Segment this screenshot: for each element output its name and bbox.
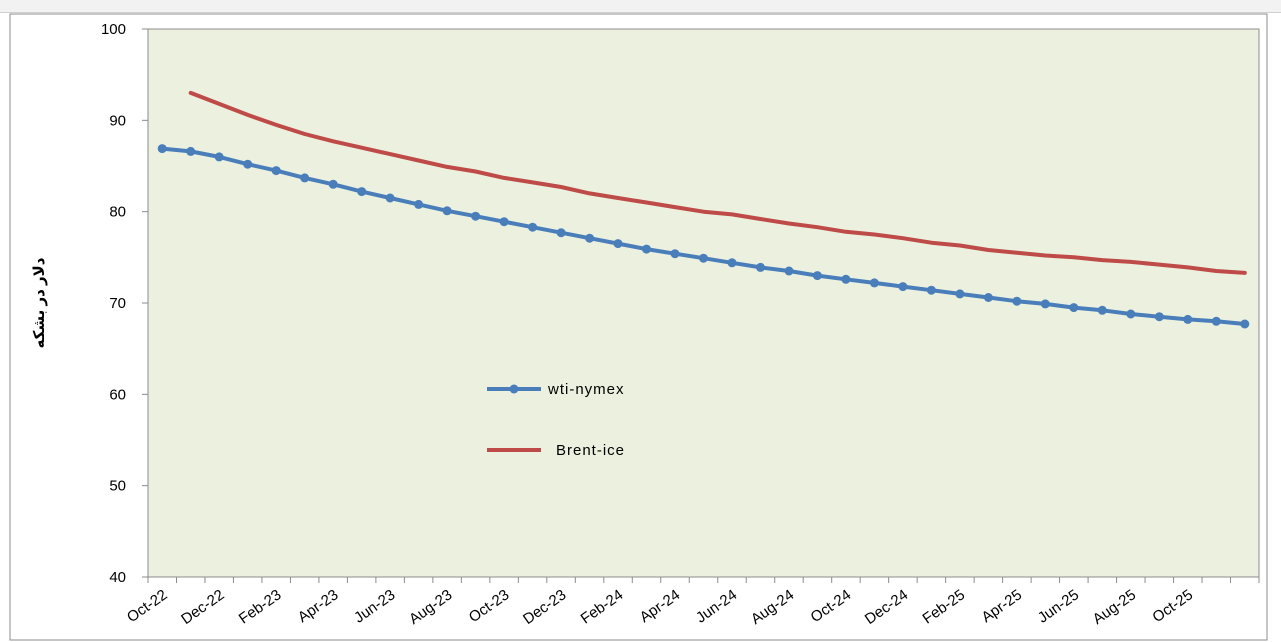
- data-point-wti-nymex: [471, 211, 481, 221]
- y-tick-label: 40: [109, 569, 126, 586]
- data-point-wti-nymex: [385, 193, 395, 203]
- data-point-wti-nymex: [1240, 319, 1250, 329]
- data-point-wti-nymex: [300, 173, 310, 183]
- y-tick-label: 60: [109, 386, 126, 403]
- data-point-wti-nymex: [983, 293, 993, 302]
- data-point-wti-nymex: [186, 146, 196, 156]
- data-point-wti-nymex: [585, 233, 595, 243]
- legend-label-brent: Brent-ice: [556, 442, 625, 459]
- legend: wti-nymex Brent-ice: [487, 381, 625, 459]
- data-point-wti-nymex: [841, 274, 851, 284]
- legend-item-wti: wti-nymex: [487, 381, 625, 398]
- data-point-wti-nymex: [613, 239, 623, 249]
- y-tick-label: 100: [101, 21, 126, 38]
- data-point-wti-nymex: [699, 253, 708, 263]
- data-point-wti-nymex: [1211, 316, 1221, 326]
- data-point-wti-nymex: [328, 179, 338, 189]
- data-point-wti-nymex: [528, 222, 538, 232]
- data-point-wti-nymex: [414, 199, 424, 209]
- data-point-wti-nymex: [157, 144, 167, 154]
- data-point-wti-nymex: [898, 282, 908, 292]
- data-point-wti-nymex: [642, 244, 651, 254]
- y-tick-label: 90: [109, 112, 126, 129]
- y-tick-label: 50: [109, 478, 126, 495]
- data-point-wti-nymex: [1069, 303, 1079, 313]
- data-point-wti-nymex: [784, 266, 794, 276]
- series-layer: [157, 90, 1250, 329]
- y-tick-label: 80: [109, 204, 126, 221]
- caption-strip: [0, 0, 1281, 13]
- data-point-wti-nymex: [1154, 312, 1164, 322]
- data-point-wti-nymex: [271, 166, 281, 176]
- legend-marker-wti: [509, 384, 519, 394]
- legend-label-wti: wti-nymex: [547, 381, 625, 398]
- data-point-wti-nymex: [556, 228, 566, 238]
- data-point-wti-nymex: [214, 152, 224, 162]
- y-tick-label: 70: [109, 295, 126, 312]
- plot-area: [147, 28, 1260, 578]
- y-axis: 40 50 60 70 80 90 100: [101, 21, 148, 586]
- legend-item-brent: Brent-ice: [487, 442, 625, 459]
- data-point-wti-nymex: [243, 159, 253, 169]
- data-point-wti-nymex: [756, 262, 765, 272]
- y-axis-label: دلار در بشکه: [31, 257, 48, 348]
- data-point-wti-nymex: [357, 187, 367, 197]
- data-point-wti-nymex: [955, 289, 965, 299]
- data-point-wti-nymex: [727, 258, 737, 268]
- data-point-wti-nymex: [1183, 314, 1193, 324]
- data-point-wti-nymex: [499, 217, 509, 227]
- data-point-wti-nymex: [1097, 305, 1107, 315]
- data-point-wti-nymex: [1040, 299, 1050, 309]
- data-point-wti-nymex: [442, 206, 452, 216]
- data-point-wti-nymex: [670, 249, 680, 259]
- data-point-wti-nymex: [812, 271, 822, 281]
- data-point-wti-nymex: [926, 285, 936, 295]
- data-point-wti-nymex: [1126, 309, 1136, 319]
- series-line-brent-ice: [188, 90, 1247, 275]
- data-point-wti-nymex: [869, 278, 879, 288]
- data-point-wti-nymex: [1012, 296, 1022, 306]
